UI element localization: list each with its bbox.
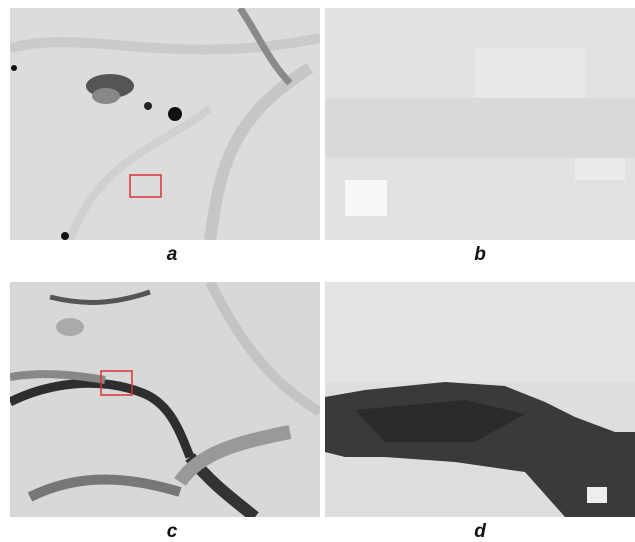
- panel-image: [325, 282, 635, 517]
- panel-label: d: [460, 521, 500, 542]
- panel-image: [10, 8, 320, 240]
- panel-label: a: [152, 244, 192, 266]
- figure: {"panels": [{"label": "a"}, {"label": "b…: [0, 0, 635, 542]
- panel-image: [325, 8, 635, 240]
- panel-image: [10, 282, 320, 517]
- panel-label: b: [460, 244, 500, 266]
- panel-label: c: [152, 521, 192, 542]
